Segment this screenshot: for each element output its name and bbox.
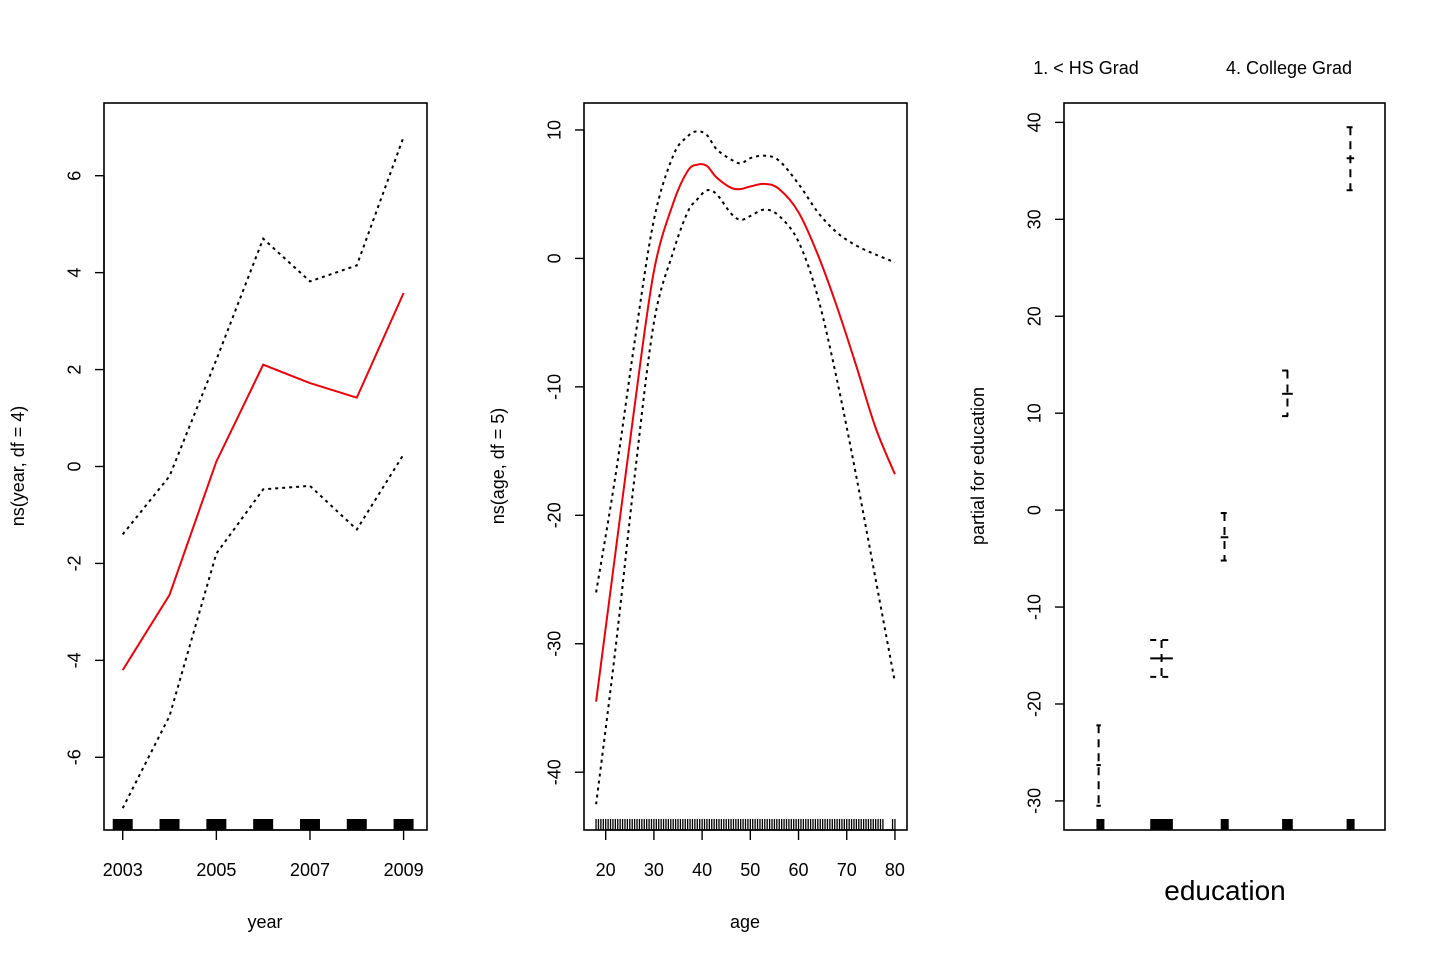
x-tick-label: 30 <box>644 860 664 880</box>
x-axis-year: 2003 2005 2007 2009 <box>103 829 424 880</box>
lines-year <box>121 136 405 809</box>
upper-band-curve <box>595 130 896 593</box>
lower-band-line <box>121 453 405 809</box>
level-3-marks <box>1220 512 1229 562</box>
y-tick-label: -30 <box>544 631 564 657</box>
y-tick-label: 30 <box>1024 209 1044 229</box>
level-label-first: 1. < HS Grad <box>1033 58 1139 78</box>
y-axis-label-education: partial for education <box>968 387 988 545</box>
x-tick-label: 2007 <box>290 860 330 880</box>
x-tick-label: 2003 <box>103 860 143 880</box>
rug-year <box>112 819 414 830</box>
y-tick-label: -10 <box>1024 594 1044 620</box>
lines-age <box>595 130 896 805</box>
y-tick-label: 20 <box>1024 306 1044 326</box>
y-tick-label: -2 <box>64 555 84 571</box>
y-tick-label: 10 <box>544 120 564 140</box>
y-tick-label: 2 <box>64 365 84 375</box>
rug-block <box>1220 819 1229 830</box>
fit-curve <box>595 163 896 702</box>
plot-frame-education <box>1063 102 1386 831</box>
x-tick-label: 60 <box>789 860 809 880</box>
marks-education <box>1096 126 1355 807</box>
level-5-marks <box>1346 126 1355 192</box>
level-4-marks <box>1282 369 1293 418</box>
y-tick-label: 40 <box>1024 112 1044 132</box>
rug-block <box>206 819 227 830</box>
rug-block <box>253 819 274 830</box>
rug-block <box>346 819 367 830</box>
y-axis-label-age: ns(age, df = 5) <box>488 408 508 525</box>
x-axis-label-year: year <box>247 912 282 932</box>
y-tick-label: 0 <box>1024 505 1044 515</box>
plot-frame-age <box>583 102 908 831</box>
y-tick-label: -20 <box>544 502 564 528</box>
panel-age: -40 -30 -20 -10 0 10 20 30 40 50 60 70 80 age ns(ag… <box>488 102 908 932</box>
upper-band-line <box>121 136 405 536</box>
x-tick-label: 2005 <box>196 860 236 880</box>
x-axis-label-age: age <box>730 912 760 932</box>
rug-education <box>1096 819 1355 830</box>
y-tick-label: 10 <box>1024 403 1044 423</box>
y-axis-education: -30 -20 -10 0 10 20 30 40 <box>1024 112 1065 814</box>
y-axis-age: -40 -30 -20 -10 0 10 <box>544 120 585 785</box>
y-tick-label: -20 <box>1024 691 1044 717</box>
x-tick-label: 50 <box>740 860 760 880</box>
level-label-last: 4. College Grad <box>1226 58 1352 78</box>
y-tick-label: -4 <box>64 652 84 668</box>
rug-block <box>1096 819 1105 830</box>
x-tick-label: 80 <box>885 860 905 880</box>
x-axis-label-education: education <box>1164 875 1285 906</box>
rug-block <box>159 819 180 830</box>
y-tick-label: 4 <box>64 268 84 278</box>
x-axis-age: 20 30 40 50 60 70 80 <box>596 829 905 880</box>
plot-frame-year <box>103 102 428 831</box>
rug-block <box>299 819 320 830</box>
y-tick-label: 6 <box>64 171 84 181</box>
y-tick-label: 0 <box>544 253 564 263</box>
y-axis-year: -6 -4 -2 0 2 4 6 <box>64 171 105 765</box>
level-2-marks <box>1150 639 1173 678</box>
x-tick-label: 70 <box>837 860 857 880</box>
y-axis-label-year: ns(year, df = 4) <box>8 406 28 527</box>
rug-block <box>1150 819 1173 830</box>
x-tick-label: 2009 <box>384 860 424 880</box>
rug-block <box>112 819 133 830</box>
y-tick-label: -6 <box>64 749 84 765</box>
panel-education: -30 -20 -10 0 10 20 30 40 1. < HS Grad 4. Colle… <box>968 58 1386 906</box>
y-tick-label: -10 <box>544 374 564 400</box>
x-tick-label: 20 <box>596 860 616 880</box>
lower-band-curve <box>595 189 896 805</box>
rug-block <box>393 819 414 830</box>
rug-block <box>1282 819 1293 830</box>
fit-line <box>121 292 405 671</box>
level-1-marks <box>1096 724 1101 807</box>
y-tick-label: -40 <box>544 759 564 785</box>
rug-block <box>1346 819 1355 830</box>
rug-age <box>595 819 896 830</box>
y-tick-label: 0 <box>64 461 84 471</box>
panel-year: -6 -4 -2 0 2 4 6 2003 2005 2007 2009 year ns(year… <box>8 102 428 932</box>
y-tick-label: -30 <box>1024 788 1044 814</box>
x-tick-label: 40 <box>692 860 712 880</box>
